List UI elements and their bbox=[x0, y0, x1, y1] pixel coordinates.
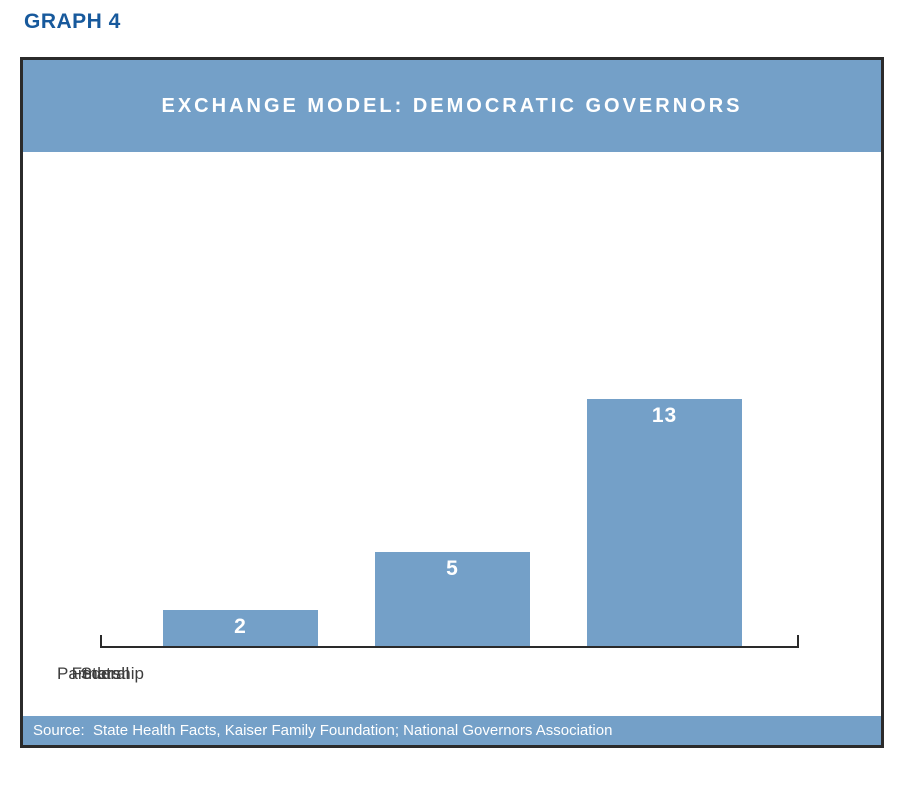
source-bar: Source: State Health Facts, Kaiser Famil… bbox=[23, 716, 881, 745]
bar-group-federal: 2 bbox=[163, 152, 318, 648]
chart-panel: EXCHANGE MODEL: DEMOCRATIC GOVERNORS 2 5… bbox=[20, 57, 884, 748]
graph-number-label: GRAPH 4 bbox=[24, 10, 121, 33]
x-axis-label-state: State bbox=[80, 664, 121, 683]
bar-value-label: 2 bbox=[234, 615, 247, 638]
x-axis-line bbox=[100, 635, 799, 648]
bar-group-partnership: 5 bbox=[375, 152, 530, 648]
bar-state: 13 bbox=[587, 399, 742, 648]
x-axis-label-federal: Federal bbox=[71, 664, 130, 683]
chart-title-bar: EXCHANGE MODEL: DEMOCRATIC GOVERNORS bbox=[23, 60, 881, 152]
x-axis-label-partnership: Partnership bbox=[57, 664, 144, 683]
bar-value-label: 5 bbox=[446, 557, 459, 580]
bar-federal: 2 bbox=[163, 610, 318, 648]
bar-partnership: 5 bbox=[375, 552, 530, 648]
plot-area: 2 5 13 Federal Partnership State bbox=[23, 152, 881, 716]
bar-value-label: 13 bbox=[651, 404, 678, 427]
chart-title: EXCHANGE MODEL: DEMOCRATIC GOVERNORS bbox=[161, 94, 743, 117]
bar-group-state: 13 bbox=[587, 152, 742, 648]
source-text: Source: State Health Facts, Kaiser Famil… bbox=[33, 722, 613, 739]
